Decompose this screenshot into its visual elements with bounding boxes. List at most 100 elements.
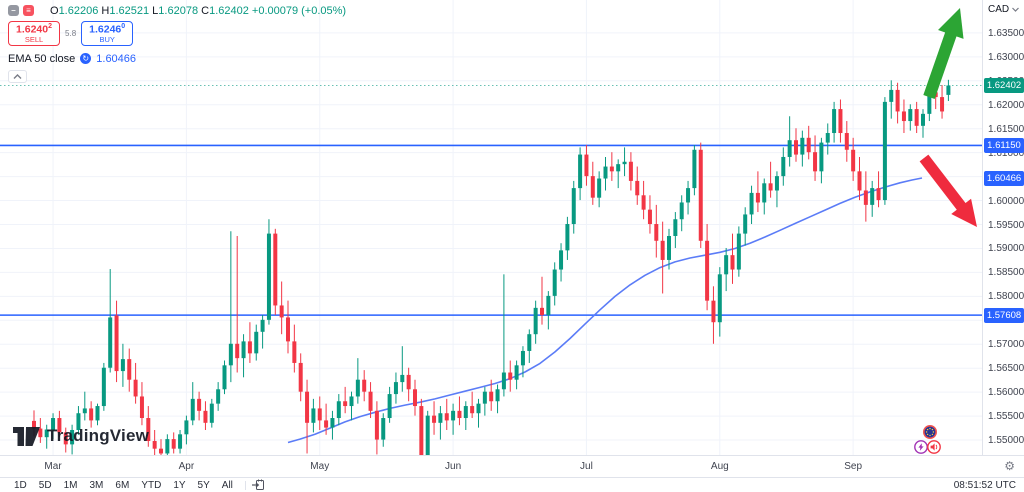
candle (825, 123, 830, 155)
candle (108, 269, 113, 373)
candle (152, 429, 157, 455)
candle (794, 128, 798, 162)
candle (863, 171, 868, 222)
candle (159, 439, 163, 455)
speaker-event-icon[interactable] (927, 440, 941, 454)
candle (235, 236, 240, 373)
candle (82, 391, 87, 421)
candle (724, 247, 729, 292)
candle (330, 410, 335, 440)
range-button-ytd[interactable]: YTD (141, 479, 162, 491)
go-to-date-button[interactable] (251, 479, 265, 491)
price-axis[interactable]: CAD 1.635001.630001.625001.620001.615001… (982, 0, 1024, 455)
candle (571, 180, 576, 234)
chart-canvas[interactable]: – ≡ O1.62206 H1.62521 L1.62078 C1.62402 … (0, 0, 982, 455)
bullish-arrow[interactable] (923, 8, 964, 99)
candle (527, 329, 532, 363)
tradingview-watermark[interactable]: TradingView (13, 426, 149, 446)
range-button-1m[interactable]: 1M (63, 479, 78, 491)
candle (184, 415, 189, 445)
range-button-1d[interactable]: 1D (14, 479, 27, 491)
range-button-6m[interactable]: 6M (115, 479, 130, 491)
candle (120, 343, 125, 387)
indicator-sync-icon: ↻ (80, 53, 92, 65)
price-tick-label: 1.58000 (988, 291, 1024, 303)
candle (622, 147, 627, 177)
utc-clock[interactable]: 08:51:52 UTC (953, 479, 1016, 491)
candle (457, 396, 462, 426)
candle (101, 362, 106, 411)
candle (178, 429, 183, 454)
candle (603, 156, 608, 191)
ema-line[interactable] (287, 177, 923, 444)
candle (203, 401, 208, 430)
candle (305, 379, 310, 454)
candle (698, 142, 703, 248)
bearish-arrow[interactable] (919, 154, 977, 227)
candle (362, 370, 367, 402)
range-button-5y[interactable]: 5Y (197, 479, 210, 491)
lightning-event-icon[interactable] (914, 440, 928, 454)
candle (800, 130, 805, 167)
candle (616, 159, 621, 189)
candle (381, 413, 386, 447)
candle (146, 406, 151, 447)
eu-flag-event-icon[interactable] (923, 425, 937, 439)
spread-value: 5.8 (65, 29, 77, 39)
candle (705, 224, 710, 311)
time-axis[interactable]: ⚙ Mar Apr May Jun Jul Aug Sep (0, 455, 1024, 477)
candlestick-plot[interactable] (0, 0, 982, 455)
candle (838, 99, 843, 143)
buy-button[interactable]: 1.62460 BUY (81, 21, 134, 47)
candle (552, 262, 557, 306)
candle (514, 360, 519, 390)
sell-button[interactable]: 1.62402 SELL (8, 21, 61, 47)
candle (482, 386, 487, 416)
candle (419, 398, 424, 455)
candle (692, 144, 697, 196)
candle (76, 406, 81, 435)
price-tick-label: 1.58500 (988, 267, 1024, 279)
candle (425, 410, 430, 455)
candle (628, 152, 633, 191)
candle (266, 219, 271, 325)
candle (44, 424, 49, 449)
candle (736, 226, 741, 277)
currency-dropdown[interactable]: CAD (988, 4, 1020, 15)
range-button-all[interactable]: All (221, 479, 233, 491)
candle (546, 291, 551, 330)
range-button-1y[interactable]: 1Y (173, 479, 186, 491)
candle (851, 137, 856, 181)
candle (889, 80, 894, 119)
legend-collapse-button[interactable] (8, 70, 27, 84)
symbol-ohlc-row: – ≡ O1.62206 H1.62521 L1.62078 C1.62402 … (8, 4, 346, 17)
candles (32, 77, 951, 455)
price-tag: 1.60466 (984, 170, 1024, 186)
range-button-5d[interactable]: 5D (38, 479, 52, 491)
price-tick-label: 1.61000 (988, 147, 1024, 159)
range-button-3m[interactable]: 3M (89, 479, 104, 491)
price-tick-label: 1.59000 (988, 243, 1024, 255)
price-tick-label: 1.63500 (988, 27, 1024, 39)
candle (343, 386, 348, 414)
price-tick-label: 1.55000 (988, 435, 1024, 447)
candle (647, 195, 652, 234)
candle (819, 137, 824, 184)
candle (743, 207, 748, 246)
candle (870, 180, 875, 217)
indicator-legend[interactable]: EMA 50 close ↻ 1.60466 (8, 52, 346, 65)
gear-icon[interactable]: ⚙ (1004, 459, 1015, 473)
candle (413, 379, 417, 416)
month-label-mar: Mar (44, 461, 62, 472)
candle (495, 384, 500, 414)
candle (400, 346, 405, 392)
candle (679, 195, 684, 232)
candle (520, 346, 525, 378)
candle (324, 403, 329, 435)
candle (476, 398, 481, 428)
price-tag: 1.61150 (984, 137, 1024, 153)
month-label-aug: Aug (710, 461, 729, 472)
candle (609, 152, 614, 181)
price-tick-label: 1.61500 (988, 123, 1024, 135)
tradingview-logo-icon (13, 426, 40, 446)
